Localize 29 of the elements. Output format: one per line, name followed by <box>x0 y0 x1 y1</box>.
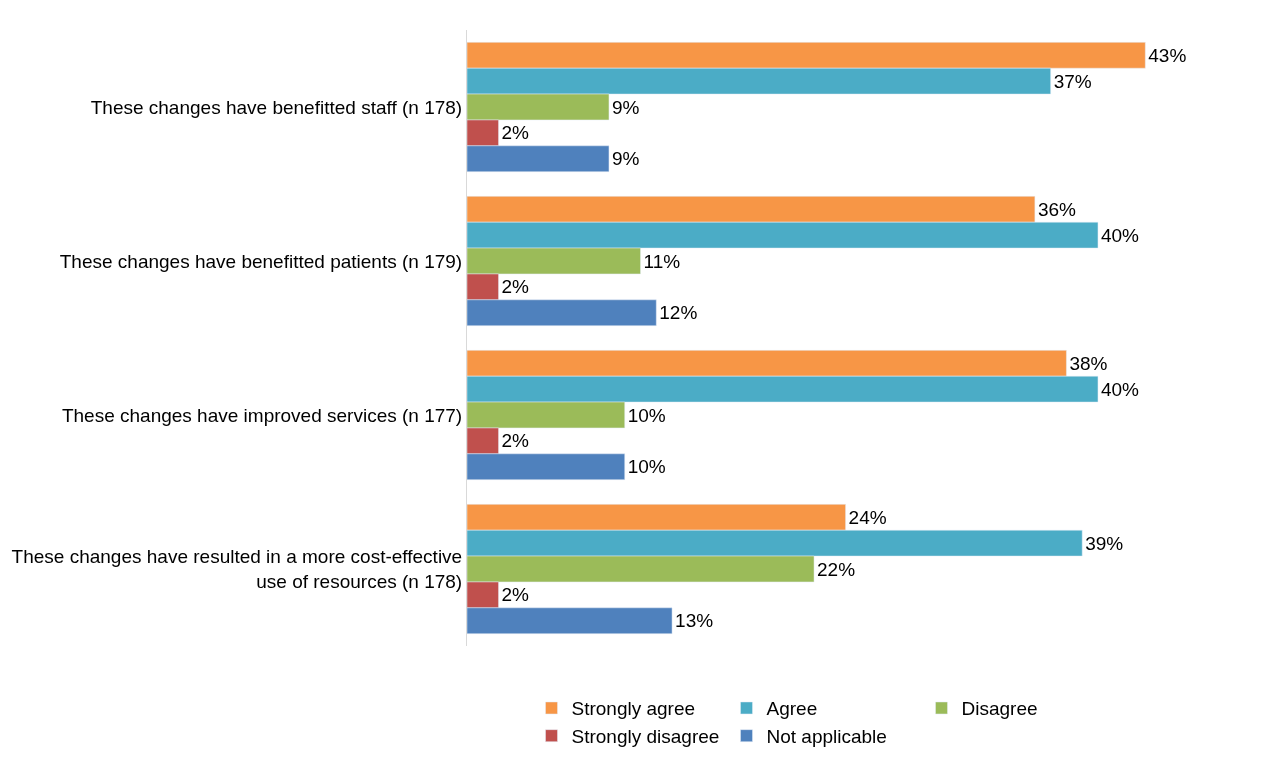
data-label: 2% <box>501 430 530 452</box>
data-label: 37% <box>1053 70 1092 92</box>
data-label: 39% <box>1085 532 1124 554</box>
legend-label: Agree <box>766 698 818 720</box>
data-label: 10% <box>627 404 666 426</box>
y-tick-label: These changes have benefitted patients (n 179) <box>59 250 463 272</box>
data-label: 2% <box>501 276 530 298</box>
y-tick-label: These changes have benefitted staff (n 178) <box>90 96 463 118</box>
data-label: 13% <box>675 610 714 632</box>
data-label: 40% <box>1100 224 1140 246</box>
data-label: 2% <box>501 584 530 606</box>
data-label: 9% <box>611 148 640 170</box>
data-label: 36% <box>1037 198 1077 220</box>
data-label: 22% <box>817 558 856 580</box>
legend-label: Strongly disagree <box>571 726 720 748</box>
y-tick-label: These changes have improved services (n 177) <box>61 404 463 426</box>
data-label: 2% <box>501 122 530 144</box>
data-label: 38% <box>1069 352 1108 374</box>
data-label: 11% <box>643 250 681 272</box>
data-label: 9% <box>611 96 640 118</box>
data-label: 10% <box>627 456 666 478</box>
legend-label: Disagree <box>961 698 1038 720</box>
data-label: 40% <box>1100 378 1140 400</box>
legend-label: Not applicable <box>766 726 887 748</box>
legend-label: Strongly agree <box>571 698 696 720</box>
data-label: 12% <box>659 302 698 324</box>
data-label: 43% <box>1148 44 1187 66</box>
data-label: 24% <box>848 506 887 528</box>
y-tick-label: These changes have resulted in a more cost-effective use of resources (n 178) <box>11 546 463 592</box>
